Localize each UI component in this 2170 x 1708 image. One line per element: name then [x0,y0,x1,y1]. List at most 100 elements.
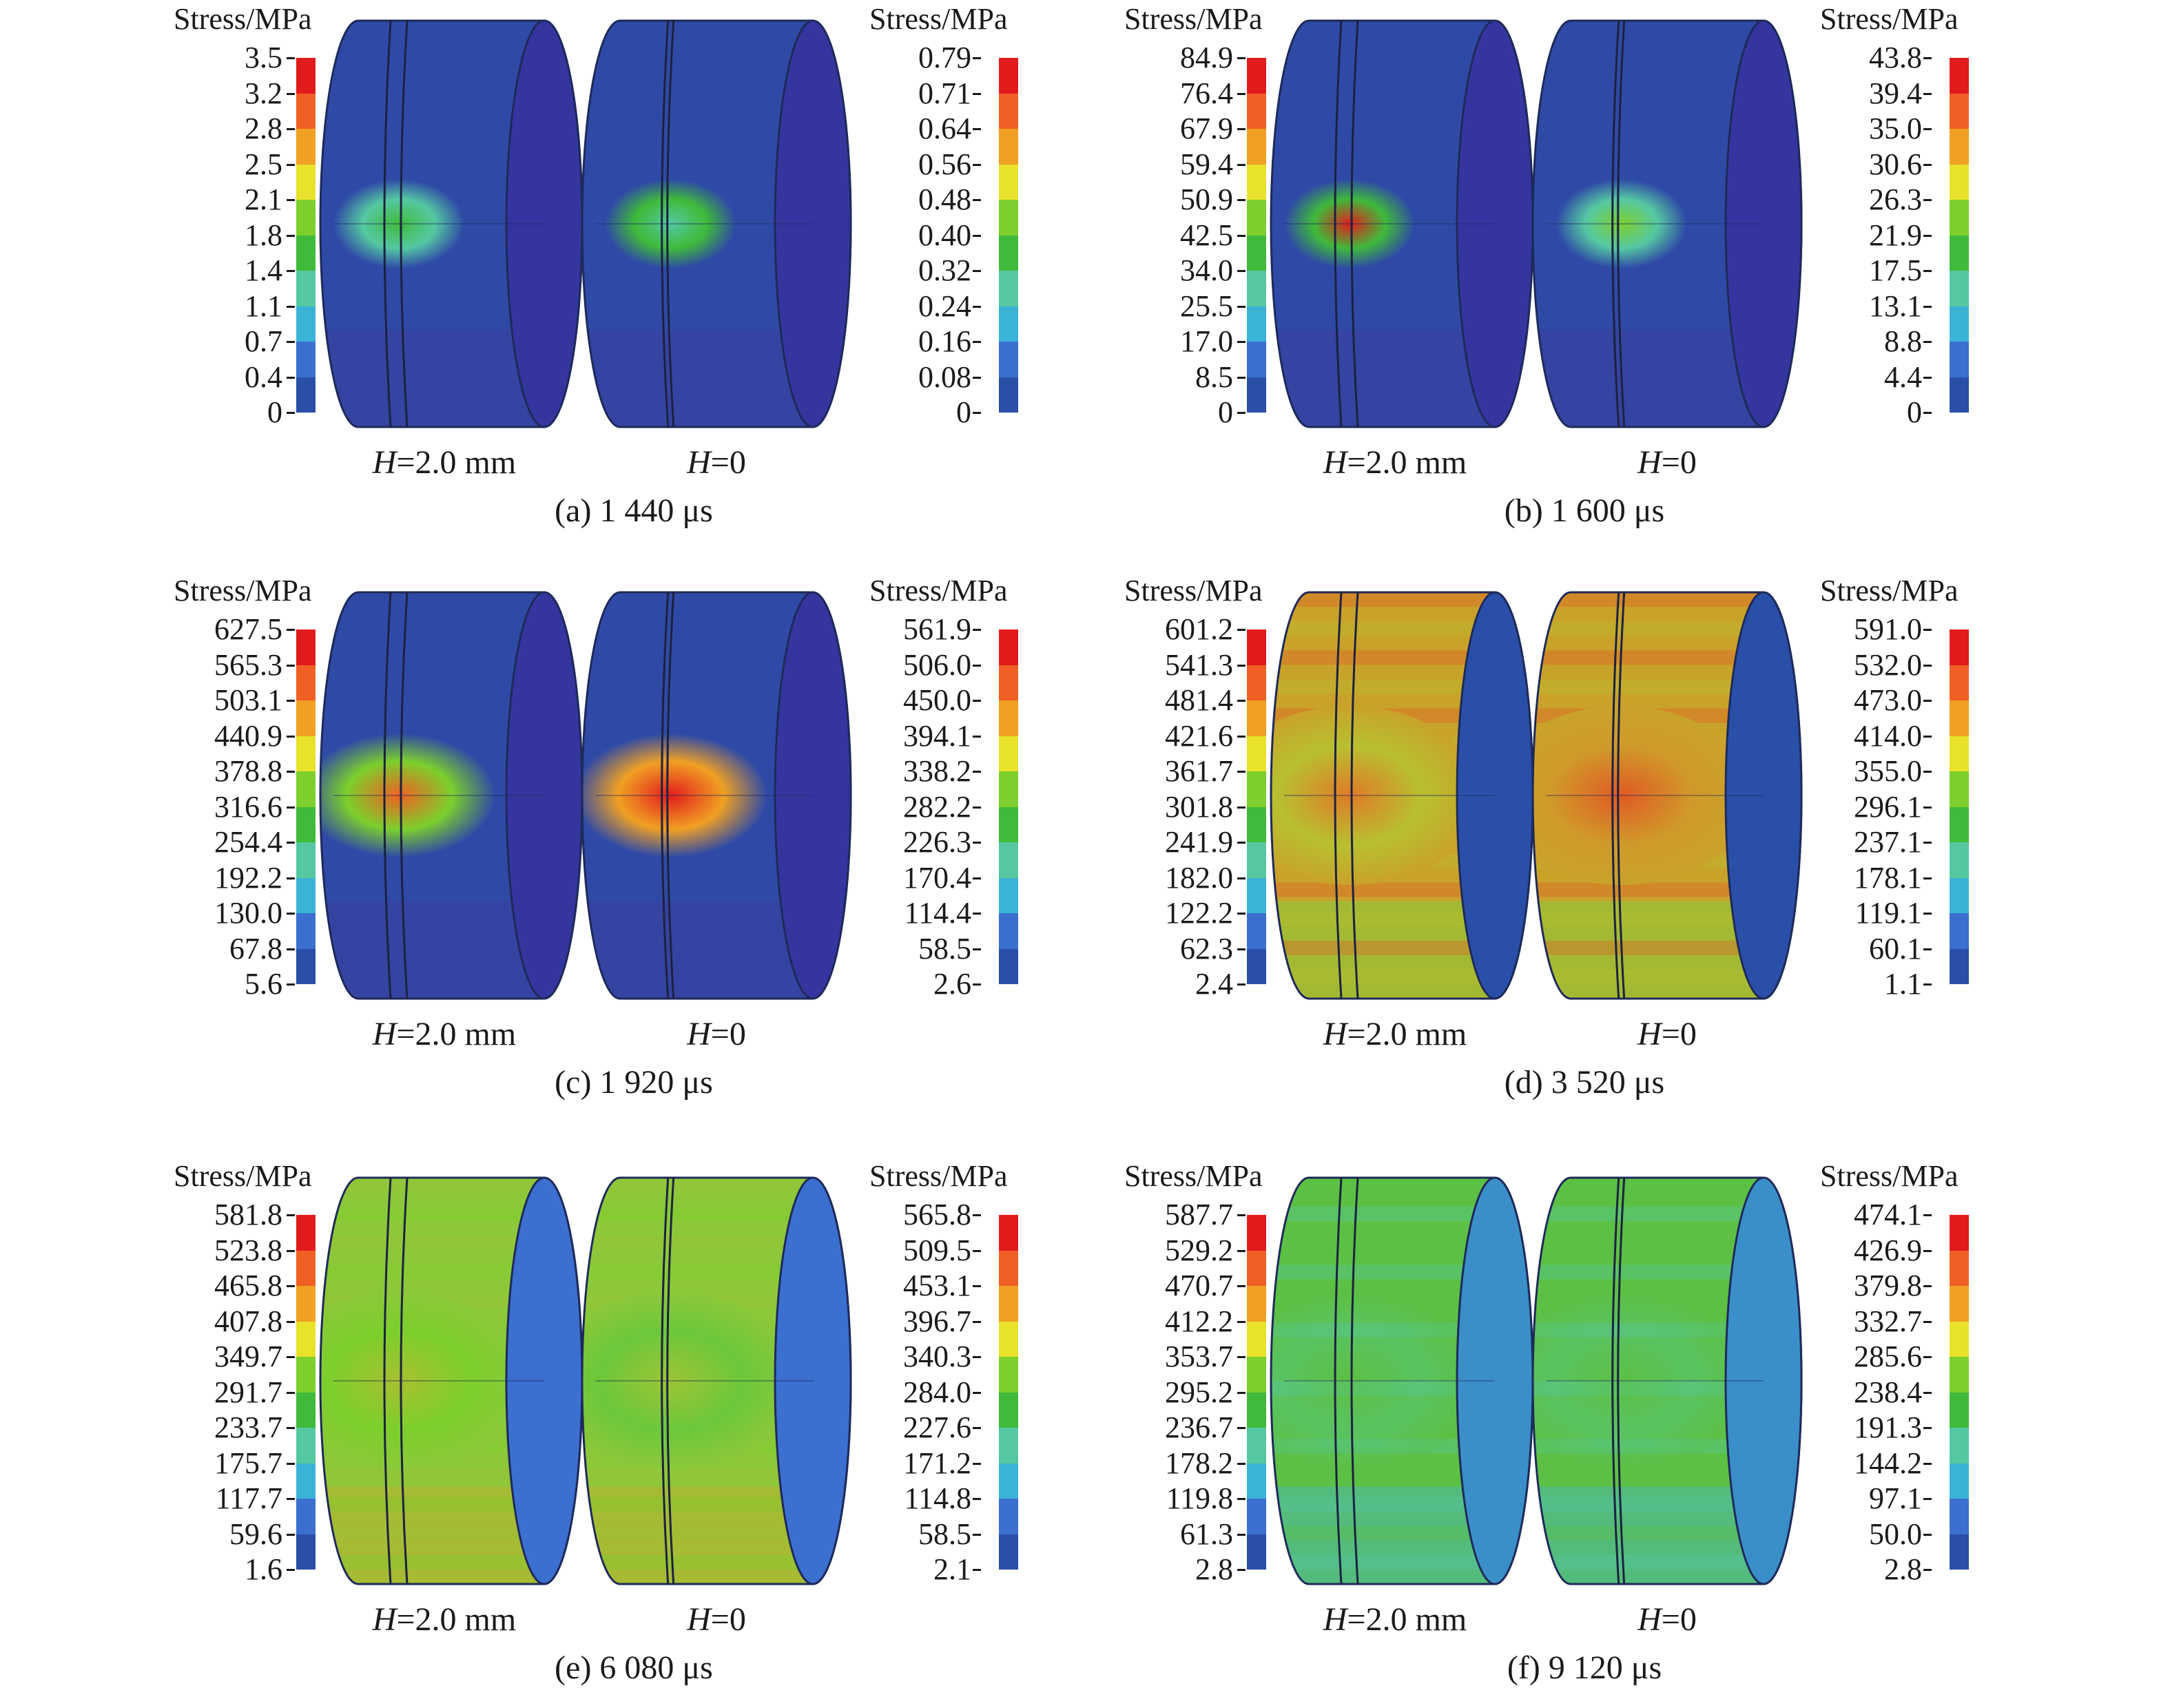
right-tick-mark [973,1391,981,1394]
right-tick-mark [973,234,981,237]
label-h-2mm: H=2.0 mm [1271,1018,1519,1051]
left-tick-mark [1237,842,1246,844]
colorbar-segment [1950,842,1969,878]
colorbar-segment [296,700,316,736]
left-stress-title: Stress/MPa [1124,2,1263,36]
colorbar-segment [296,342,316,377]
right-tick-label: 285.6 [1854,1340,1922,1373]
colorbar-segment [1247,377,1266,413]
right-tick-mark [1923,1569,1932,1571]
right-tick-label: 379.8 [1854,1269,1922,1302]
right-tick-mark [973,771,981,773]
left-tick-mark [1237,700,1246,702]
h-value: =2.0 mm [1347,444,1467,481]
right-tick-label: 0.08 [918,360,971,394]
right-tick-mark [1923,92,1932,95]
right-tick-mark [1923,341,1932,343]
left-tick-mark [1237,948,1246,950]
colorbar-segment [1247,1534,1266,1570]
colorbar-segment [999,1392,1018,1428]
right-colorbar [999,58,1018,413]
right-tick-mark [1923,234,1932,237]
colorbar-segment [296,129,316,165]
right-tick-mark [973,700,981,702]
left-tick-mark [287,1427,295,1429]
left-tick-label: 565.3 [214,647,282,682]
label-h-0: H=0 [592,1603,840,1636]
right-tick-label: 144.2 [1854,1446,1922,1480]
right-stress-title: Stress/MPa [869,2,1008,36]
colorbar-segment [296,1392,316,1428]
left-tick-label: 2.8 [1195,1552,1233,1586]
h-symbol: H [1323,1601,1347,1638]
left-tick-label: 2.4 [1195,967,1233,1001]
colorbar-segment [1950,129,1969,165]
right-colorbar [1950,629,1969,984]
label-h-0: H=0 [592,1018,840,1051]
right-tick-label: 238.4 [1854,1375,1922,1409]
left-tick-label: 84.9 [1180,41,1233,74]
panel-caption: (b) 1 600 μs [1504,492,1665,529]
h-symbol: H [1637,1016,1662,1052]
colorbar-segment [999,1286,1018,1322]
left-tick-mark [287,341,295,343]
right-tick-label: 509.5 [903,1233,971,1267]
colorbar-segment [1950,1499,1969,1534]
colorbar-segment [999,1428,1018,1464]
left-tick-label: 291.7 [214,1375,282,1409]
right-tick-label: 4.4 [1884,360,1922,394]
left-tick-label: 233.7 [214,1410,282,1444]
right-tick-label: 50.0 [1869,1517,1922,1551]
right-tick-label: 0.32 [918,253,971,287]
right-tick-label: 171.2 [903,1446,971,1480]
colorbar-segment [1950,1215,1969,1251]
left-tick-label: 503.1 [214,683,282,717]
h-symbol: H [1637,1601,1662,1638]
left-tick-label: 627.5 [214,612,282,646]
colorbar-segment [296,1463,316,1499]
left-colorbar [296,58,316,413]
right-tick-label: 532.0 [1854,647,1922,682]
colorbar-segment [1950,58,1969,94]
colorbar-segment [1247,342,1266,377]
left-colorbar [296,1215,316,1570]
colorbar-segment [1950,700,1969,736]
h-value: =0 [1661,444,1697,481]
left-cylinder [319,1176,583,1585]
colorbar-segment [1247,129,1266,165]
right-tick-label: 0 [1907,395,1922,429]
colorbar-segment [1950,1250,1969,1286]
right-tick-label: 296.1 [1854,789,1922,824]
right-tick-mark [1923,1498,1932,1500]
left-tick-mark [287,270,295,272]
right-tick-label: 453.1 [903,1269,971,1302]
colorbar-segment [1247,58,1266,94]
h-value: =2.0 mm [1347,1016,1467,1052]
left-tick-mark [1237,199,1246,201]
label-h-0: H=0 [1543,1018,1791,1051]
left-tick-label: 1.8 [245,218,282,252]
left-tick-mark [1237,305,1246,308]
colorbar-segment [999,58,1018,94]
colorbar-segment [1247,700,1266,736]
colorbar-segment [296,665,316,700]
h-value: =2.0 mm [396,1601,517,1638]
colorbar-segment [1950,200,1969,236]
colorbar-segment [1950,271,1969,306]
right-tick-label: 58.5 [918,1517,971,1551]
left-tick-mark [287,1214,295,1216]
left-tick-label: 254.4 [214,825,282,859]
h-symbol: H [372,1601,397,1638]
colorbar-segment [1247,1215,1266,1251]
colorbar-segment [999,164,1018,200]
right-tick-mark [973,1498,981,1500]
colorbar-segment [1950,306,1969,342]
h-symbol: H [1637,444,1662,481]
right-tick-mark [973,163,981,166]
colorbar-segment [296,235,316,271]
left-tick-mark [287,1533,295,1536]
colorbar-segment [1950,377,1969,413]
right-tick-mark [1923,412,1932,414]
colorbar-segment [1950,235,1969,271]
colorbar-segment [1247,1499,1266,1534]
